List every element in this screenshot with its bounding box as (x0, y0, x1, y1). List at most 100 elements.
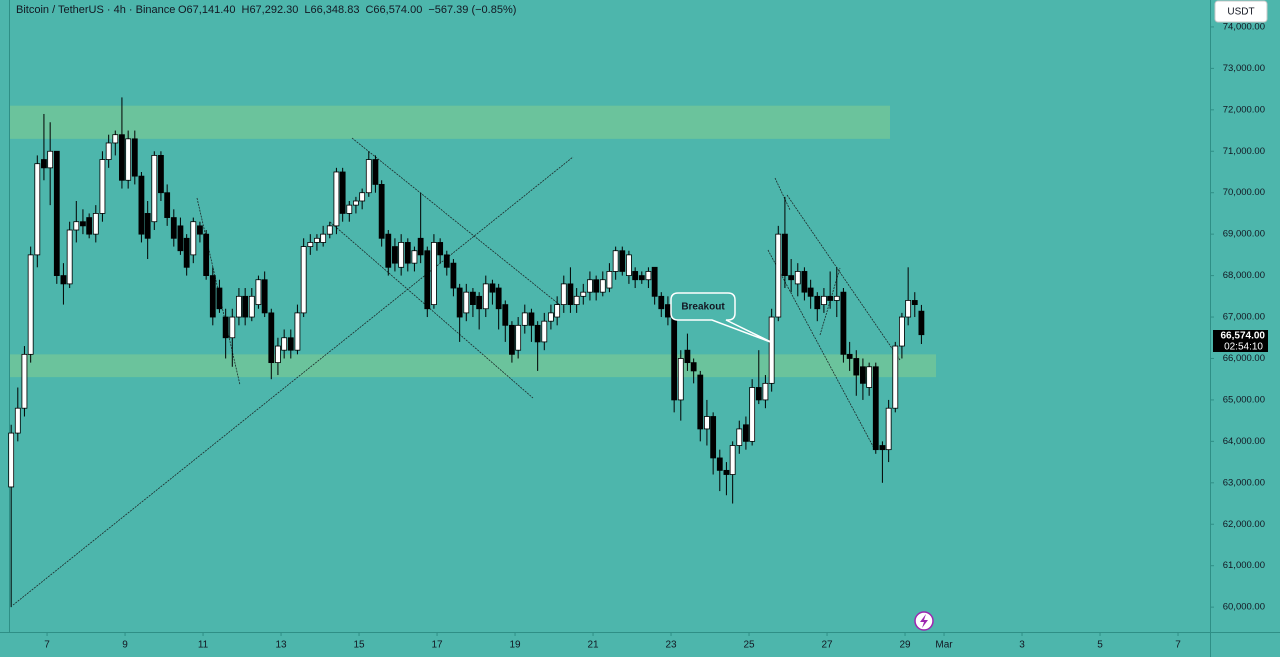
candle-body (814, 295, 821, 310)
candle-body (34, 163, 41, 256)
candle-body (431, 242, 437, 306)
candle-body (626, 254, 632, 276)
candle-body (736, 428, 743, 446)
candle-body (704, 416, 710, 430)
candle-body (326, 225, 333, 235)
trend-line (767, 249, 876, 451)
candle-body (612, 250, 619, 272)
countdown: 02:54:10 (1224, 342, 1263, 353)
y-tick-label: 62,000.00 (1223, 519, 1265, 530)
currency-button[interactable] (1214, 0, 1268, 23)
zones (10, 105, 936, 378)
candle-body (573, 295, 580, 306)
candle-body (788, 275, 795, 281)
candle-body (365, 159, 372, 194)
candle-body (677, 358, 684, 401)
candle-body (587, 279, 593, 293)
x-axis: 7 9 11 13 15 17 19 21 23 25 27 29 Mar 3 5 7 (44, 632, 1181, 651)
currency-label[interactable]: USDT (1227, 7, 1254, 18)
ohlc-value: C66,574.00 (365, 4, 422, 16)
candle-body (80, 221, 86, 227)
callout-text: Breakout (681, 302, 725, 313)
candle-body (359, 192, 366, 202)
ohlc-header: O67,141.40 H67,292.30 L66,348.83 C66,574.00… (178, 4, 516, 16)
ohlc-value: H67,292.30 (242, 4, 299, 16)
candle-body (658, 295, 665, 310)
ohlc-value: −567.39 (−0.85%) (428, 4, 516, 16)
y-tick-label: 74,000.00 (1223, 21, 1265, 32)
candle-body (86, 217, 93, 235)
y-tick-label: 66,000.00 (1223, 353, 1265, 364)
candle-body (443, 254, 450, 268)
trend-line (786, 194, 901, 361)
trend-line (329, 221, 534, 399)
x-tick-label: 7 (1175, 640, 1181, 651)
candle-body (392, 246, 398, 264)
candle-body (41, 159, 47, 169)
candle-body (665, 304, 671, 318)
candle-body (833, 295, 840, 301)
candle-body (743, 424, 749, 442)
candle-body (398, 242, 405, 268)
candle-body (378, 184, 385, 239)
candle-body (899, 316, 905, 347)
candle-body (346, 204, 353, 214)
x-tick-label: 29 (899, 640, 911, 651)
candle-body (417, 237, 424, 256)
candle-body (73, 221, 80, 231)
candle-body (307, 242, 314, 247)
candle-body (755, 387, 762, 401)
candle-body (567, 283, 574, 306)
candle-body (92, 213, 99, 235)
candle-body (229, 316, 236, 339)
candle-body (515, 324, 522, 351)
candle-body (424, 250, 431, 310)
candle-body (105, 142, 112, 160)
ohlc-value: O67,141.40 (178, 4, 236, 16)
y-tick-label: 60,000.00 (1223, 602, 1265, 613)
candle-body (853, 358, 860, 376)
candle-body (138, 175, 145, 235)
candle-body (775, 233, 782, 318)
candle-body (236, 295, 242, 318)
candle-body (450, 262, 457, 289)
candle-body (762, 382, 769, 401)
trend-lines (12, 137, 901, 606)
candle-body (690, 362, 697, 372)
candle-body (872, 366, 879, 451)
candle-body (203, 233, 210, 276)
candle-body (495, 287, 502, 310)
y-tick-label: 70,000.00 (1223, 187, 1265, 198)
y-tick-label: 67,000.00 (1223, 312, 1265, 323)
x-tick-label: 21 (587, 640, 599, 651)
candle-body (275, 345, 281, 364)
candle-body (300, 246, 307, 314)
candle-body (560, 283, 567, 306)
candle-body (119, 134, 125, 181)
candle-body (768, 316, 775, 384)
candle-body (599, 279, 606, 293)
candle-body (125, 138, 132, 181)
candle-body (268, 312, 275, 364)
candle-body (482, 283, 489, 310)
y-tick-label: 65,000.00 (1223, 394, 1265, 405)
candle-body (827, 295, 834, 301)
y-tick-label: 64,000.00 (1223, 436, 1265, 447)
y-tick-label: 73,000.00 (1223, 63, 1265, 74)
y-tick-label: 61,000.00 (1223, 560, 1265, 571)
candle-body (846, 353, 853, 359)
candle-body (255, 279, 262, 306)
candle-body (606, 271, 613, 289)
y-tick-label: 69,000.00 (1223, 229, 1265, 240)
candle-body (170, 217, 177, 239)
candle-body (183, 237, 190, 268)
candle-body (385, 233, 392, 268)
candle-body (404, 242, 411, 264)
candle-body (794, 271, 801, 285)
candle-body (261, 279, 268, 314)
candle-body (905, 300, 912, 318)
candle-body (502, 304, 509, 326)
candle-body (476, 295, 483, 310)
candle-body (372, 159, 379, 185)
